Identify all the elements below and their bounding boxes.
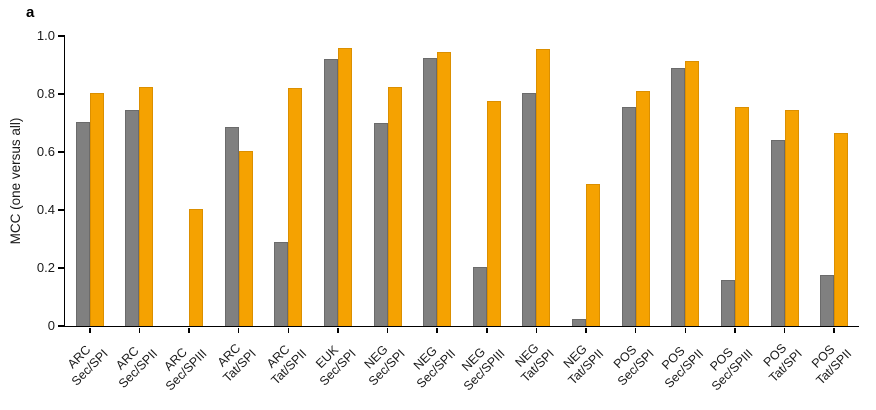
bar-gray (820, 275, 835, 326)
x-tick-label-text: POS Sec/SPII (658, 343, 706, 391)
bar-orange (437, 51, 452, 326)
bar-orange (189, 208, 204, 326)
x-tick-mark (535, 328, 538, 333)
x-tick-label-text: EUK Sec/SPI (312, 342, 359, 389)
bar-gray (522, 92, 537, 326)
y-tick-label: 0.6 (36, 144, 55, 159)
bar-orange (536, 49, 551, 326)
bar-gray (621, 107, 636, 326)
x-tick-mark (734, 328, 736, 333)
x-tick-mark (634, 328, 637, 333)
bar-orange (288, 88, 303, 326)
x-tick-label-text: NEG Sec/SPI (362, 342, 409, 389)
x-tick-label-text: ARC Sec/SPII (112, 343, 160, 391)
bar-gray (224, 127, 239, 326)
bar-orange (586, 183, 601, 326)
x-tick-mark (684, 328, 687, 333)
y-tick-mark (58, 93, 65, 95)
x-tick-mark (585, 328, 587, 333)
x-tick-label-text: NEG Tat/SPI (512, 340, 557, 386)
x-tick-mark (486, 328, 488, 333)
y-tick-label: 0.8 (36, 86, 55, 101)
x-tick-mark (188, 328, 190, 333)
bar-gray (75, 121, 90, 326)
y-tick-mark (58, 267, 65, 269)
y-tick-label: 0.4 (36, 202, 55, 217)
x-tick-label-text: ARC Tat/SPII (263, 342, 309, 388)
bar-orange (238, 150, 253, 326)
bar-gray (274, 241, 289, 326)
y-axis-title: MCC (one versus all) (8, 117, 23, 245)
y-tick-label: 1.0 (36, 28, 55, 43)
bar-gray (323, 59, 338, 326)
x-tick-label-text: POS Tat/SPI (760, 340, 806, 386)
bar-gray (770, 140, 785, 326)
plot-area: 0 0.2 0.4 0.6 0.8 1.0 ARC Sec/SPI ARC Sec/SPII A… (37, 28, 859, 393)
bar-orange (685, 60, 700, 326)
bar-gray (423, 57, 438, 326)
x-tick-label-text: POS Sec/SPIII (707, 345, 756, 394)
x-tick-label-text: NEG Tat/SPII (561, 341, 607, 388)
x-tick-mark (436, 328, 438, 333)
x-tick-label-text: POS Sec/SPI (610, 342, 657, 389)
panel-label: a (26, 4, 35, 21)
x-tick-mark (783, 328, 786, 333)
x-tick-label-text: POS Tat/SPII (809, 342, 855, 388)
bar-orange (734, 107, 749, 326)
x-tick-label-text: ARC Sec/SPIII (161, 345, 210, 394)
y-tick-label: 0.2 (36, 260, 55, 275)
x-tick-label-text: ARC Tat/SPI (215, 340, 260, 386)
bar-gray (720, 279, 735, 326)
bar-orange (89, 92, 104, 326)
bar-orange (635, 91, 650, 326)
y-tick-mark (58, 151, 65, 153)
bar-gray (671, 67, 686, 326)
bar-orange (387, 86, 402, 326)
y-tick-mark (58, 35, 65, 37)
bar-gray (472, 266, 487, 326)
bar-gray (125, 109, 140, 326)
y-tick-mark (58, 209, 65, 211)
x-tick-label-text: ARC Sec/SPI (64, 342, 111, 389)
bar-orange (486, 101, 501, 326)
x-tick-mark (833, 328, 835, 333)
bar-gray (572, 318, 587, 326)
y-tick-label: 0 (47, 318, 55, 333)
x-tick-mark (337, 328, 339, 333)
x-tick-mark (138, 328, 141, 333)
x-tick-mark (287, 328, 290, 333)
x-tick-mark (237, 328, 240, 333)
bar-orange (139, 86, 154, 326)
bar-orange (337, 47, 352, 326)
bar-orange (834, 133, 849, 326)
bar-orange (784, 109, 799, 326)
x-tick-mark (386, 328, 389, 333)
x-tick-label-text: NEG Sec/SPIII (458, 344, 508, 394)
y-tick-mark (58, 325, 65, 327)
x-tick-mark (89, 328, 91, 333)
x-tick-label-text: NEG Sec/SPII (410, 343, 458, 391)
bar-gray (373, 123, 388, 326)
